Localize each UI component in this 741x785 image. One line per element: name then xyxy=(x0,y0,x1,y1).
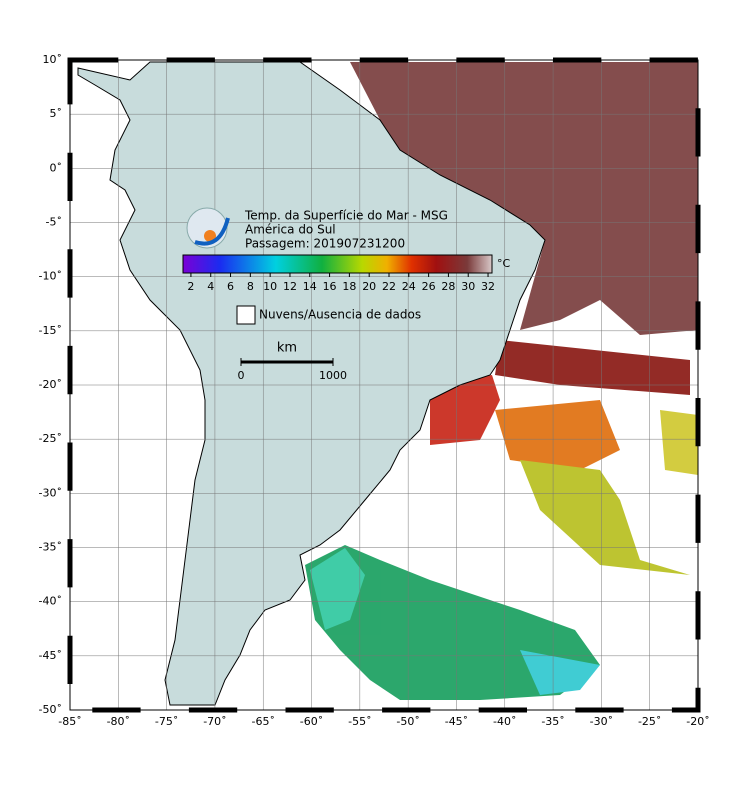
colorbar-tick-label: 18 xyxy=(342,280,356,293)
sst-warm xyxy=(350,62,698,335)
x-tick-label: -25˚ xyxy=(638,715,661,728)
scale-label: 1000 xyxy=(319,369,347,382)
x-tick-label: -50˚ xyxy=(396,715,419,728)
colorbar-tick-label: 32 xyxy=(481,280,495,293)
colorbar-tick-label: 30 xyxy=(461,280,475,293)
colorbar-tick-label: 6 xyxy=(227,280,234,293)
map-border xyxy=(69,59,699,711)
title-line: Temp. da Superfície do Mar - MSG xyxy=(244,209,448,223)
logo xyxy=(186,207,230,249)
x-tick-label: -85˚ xyxy=(58,715,81,728)
colorbar-tick-label: 26 xyxy=(422,280,436,293)
y-tick-label: -40˚ xyxy=(39,595,62,608)
colorbar-tick-label: 8 xyxy=(247,280,254,293)
colorbar-tick-label: 16 xyxy=(323,280,337,293)
sst-orange xyxy=(495,400,620,470)
colorbar-tick-label: 4 xyxy=(207,280,214,293)
y-tick-label: -50˚ xyxy=(39,703,62,716)
x-tick-label: -30˚ xyxy=(590,715,613,728)
y-tick-label: -15˚ xyxy=(39,324,62,337)
sst-cyan xyxy=(310,548,365,630)
logo-sun xyxy=(204,230,216,242)
x-tick-label: -35˚ xyxy=(541,715,564,728)
scale-label: 0 xyxy=(238,369,245,382)
x-tick-label: -55˚ xyxy=(348,715,371,728)
title-line: América do Sul xyxy=(245,223,336,237)
y-tick-label: -20˚ xyxy=(39,378,62,391)
x-tick-label: -70˚ xyxy=(203,715,226,728)
colorbar-tick-label: 12 xyxy=(283,280,297,293)
sst-field xyxy=(305,62,698,700)
x-tick-label: -60˚ xyxy=(300,715,323,728)
colorbar-tick-label: 10 xyxy=(263,280,277,293)
y-tick-label: 0˚ xyxy=(50,161,63,174)
y-tick-label: -35˚ xyxy=(39,541,62,554)
sst-hot xyxy=(495,340,690,395)
y-tick-label: -5˚ xyxy=(46,216,62,229)
x-tick-label: -20˚ xyxy=(686,715,709,728)
colorbar-tick-label: 20 xyxy=(362,280,376,293)
sst-yellow-2 xyxy=(660,410,698,475)
colorbar-tick-label: 24 xyxy=(402,280,416,293)
colorbar xyxy=(182,254,493,274)
x-tick-label: -65˚ xyxy=(251,715,274,728)
scale-unit: km xyxy=(277,341,297,356)
sst-cyan-2 xyxy=(520,650,600,695)
x-tick-label: -40˚ xyxy=(493,715,516,728)
colorbar-tick-label: 22 xyxy=(382,280,396,293)
y-tick-label: -30˚ xyxy=(39,486,62,499)
sst-yellow xyxy=(520,460,690,575)
y-tick-label: -25˚ xyxy=(39,432,62,445)
sst-red xyxy=(430,375,500,445)
y-tick-label: -45˚ xyxy=(39,649,62,662)
colorbar-tick-label: 14 xyxy=(303,280,317,293)
x-tick-label: -75˚ xyxy=(155,715,178,728)
x-tick-label: -45˚ xyxy=(445,715,468,728)
legend-label: Nuvens/Ausencia de dados xyxy=(259,308,421,322)
y-tick-label: 10˚ xyxy=(43,53,63,66)
title-line: Passagem: 201907231200 xyxy=(245,237,405,251)
colorbar-tick-label: 28 xyxy=(441,280,455,293)
y-tick-label: 5˚ xyxy=(50,107,63,120)
colorbar-unit: °C xyxy=(497,257,511,270)
logo-arrow xyxy=(194,217,230,246)
colorbar-tick-label: 2 xyxy=(187,280,194,293)
x-tick-label: -80˚ xyxy=(107,715,130,728)
y-tick-label: -10˚ xyxy=(39,270,62,283)
legend-swatch xyxy=(236,305,256,325)
